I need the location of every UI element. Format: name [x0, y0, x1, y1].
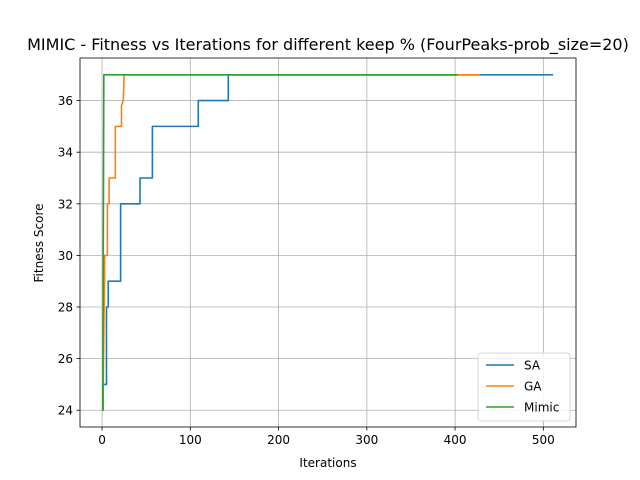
axes-layer — [79, 57, 577, 428]
y-tick-label: 24 — [58, 404, 73, 418]
y-tick-label: 36 — [58, 94, 73, 108]
chart-title: MIMIC - Fitness vs Iterations for differ… — [27, 35, 629, 55]
legend-label-mimic: Mimic — [524, 401, 559, 415]
legend: SA GA Mimic — [477, 352, 571, 422]
x-tick-label: 200 — [267, 433, 290, 447]
x-tick-label: 100 — [179, 433, 202, 447]
grid — [80, 58, 576, 427]
legend-label-ga: GA — [524, 380, 542, 394]
x-axis-ticks: 0 100 200 300 400 500 — [98, 427, 555, 447]
x-axis-label: Iterations — [299, 456, 356, 470]
y-axis-ticks: 24 26 28 30 32 34 36 — [58, 94, 80, 418]
legend-label-sa: SA — [524, 359, 541, 373]
y-tick-label: 28 — [58, 301, 73, 315]
y-axis-label: Fitness Score — [32, 204, 46, 283]
series-line-sa — [102, 73, 554, 412]
series-layer — [102, 73, 554, 412]
y-tick-label: 34 — [58, 146, 73, 160]
x-tick-label: 500 — [532, 433, 555, 447]
x-tick-label: 0 — [98, 433, 106, 447]
legend-box — [477, 352, 571, 422]
y-tick-label: 26 — [58, 352, 73, 366]
plot-frame — [79, 57, 577, 428]
y-tick-label: 32 — [58, 197, 73, 211]
x-tick-label: 400 — [444, 433, 467, 447]
x-tick-label: 300 — [355, 433, 378, 447]
series-line-ga — [102, 73, 480, 412]
y-tick-label: 30 — [58, 249, 73, 263]
series-line-mimic — [102, 73, 458, 412]
